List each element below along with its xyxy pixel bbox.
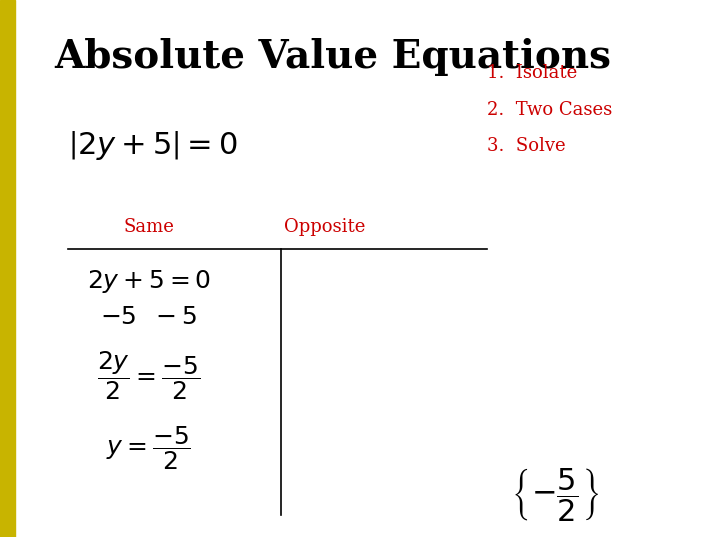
Text: 3.  Solve: 3. Solve — [487, 137, 566, 156]
Text: $\dfrac{2y}{2}=\dfrac{-5}{2}$: $\dfrac{2y}{2}=\dfrac{-5}{2}$ — [97, 349, 200, 402]
Text: $2y+5=0$: $2y+5=0$ — [86, 268, 211, 295]
Text: 2.  Two Cases: 2. Two Cases — [487, 101, 612, 119]
Text: Opposite: Opposite — [284, 218, 365, 236]
Text: $y=\dfrac{-5}{2}$: $y=\dfrac{-5}{2}$ — [107, 424, 192, 471]
Text: Same: Same — [123, 218, 174, 236]
Bar — [0, 0, 15, 537]
Text: $\left|2y+5\right|=0$: $\left|2y+5\right|=0$ — [68, 129, 238, 162]
Text: $\left\{-\dfrac{5}{2}\right\}$: $\left\{-\dfrac{5}{2}\right\}$ — [510, 467, 598, 524]
Text: $-5\;\;-5$: $-5\;\;-5$ — [101, 306, 197, 329]
Text: 1.  Isolate: 1. Isolate — [487, 64, 577, 83]
Text: Absolute Value Equations: Absolute Value Equations — [54, 38, 611, 76]
